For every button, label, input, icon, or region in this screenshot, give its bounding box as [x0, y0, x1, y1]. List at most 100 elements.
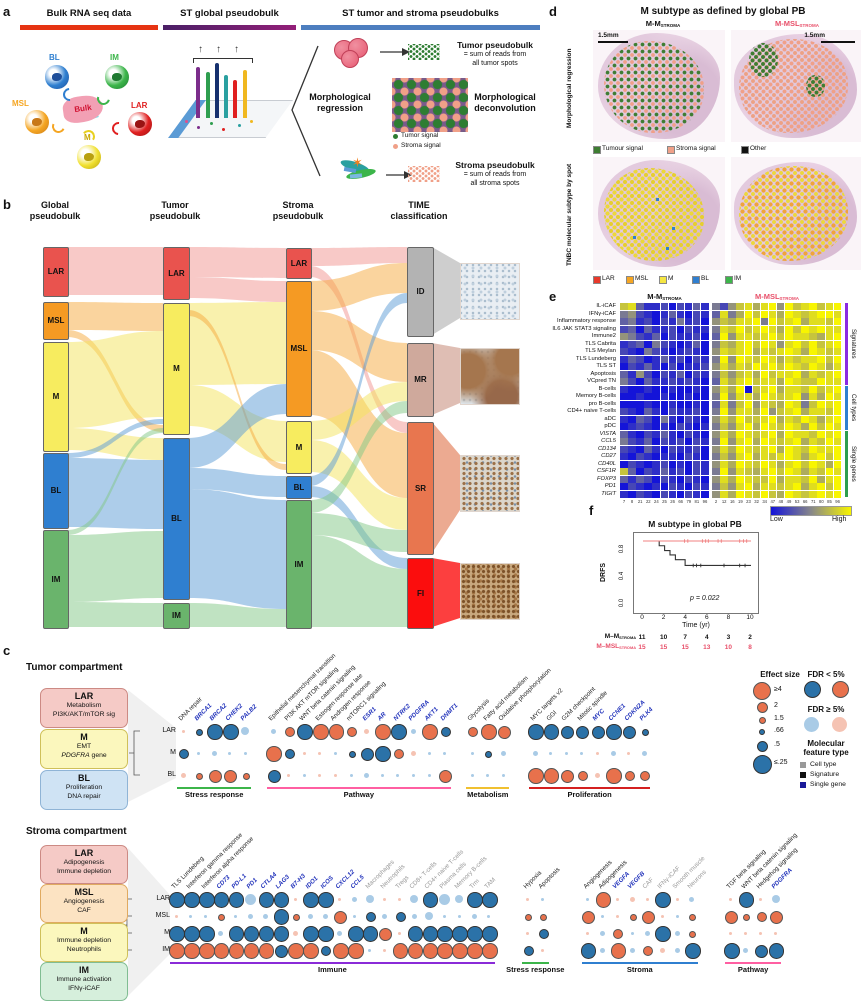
- heatmap-cell: [801, 385, 809, 393]
- bubble: [564, 751, 568, 755]
- heatmap-cell: [644, 363, 652, 370]
- heatmap-cell: [785, 468, 793, 475]
- stroma-box-MSL: MSL Angiogenesis CAF: [40, 884, 128, 923]
- bubble: [501, 773, 505, 777]
- heatmap-cell: [692, 438, 701, 445]
- heatmap-cell: [668, 490, 677, 498]
- bubble: [223, 724, 239, 740]
- heatmap-cell: [776, 408, 785, 415]
- heatmap-cell: [644, 468, 652, 475]
- fdr-ge-circle-pink: [832, 717, 847, 732]
- effect-size-label: ≤.25: [774, 759, 788, 766]
- bubble-col-label: GGI: [544, 709, 558, 723]
- heatmap-cell: [752, 430, 761, 438]
- heatmap-cell: [668, 453, 677, 460]
- heatmap-cell: [728, 408, 736, 415]
- heatmap-cell: [736, 340, 744, 348]
- box-line-seg: EMT: [76, 743, 92, 750]
- heatmap-cell: [744, 393, 753, 400]
- panel-d-title: M subtype as defined by global PB: [640, 6, 806, 17]
- slide-spot: [197, 126, 200, 129]
- heatmap-cell: [684, 378, 693, 385]
- heatmap-cell: [809, 310, 817, 318]
- heatmap-cell: [833, 423, 842, 430]
- heatmap-cell: [736, 408, 744, 415]
- heatmap-cell: [628, 378, 636, 385]
- heatmap-cell: [628, 475, 636, 483]
- heatmap-cell: [744, 453, 753, 460]
- heatmap-cell: [825, 445, 834, 453]
- heatmap-cell: [809, 400, 817, 408]
- cell-MSL: [25, 110, 49, 134]
- bubble: [228, 892, 245, 908]
- d-col-header-mm: M-MSTROMA: [623, 19, 703, 28]
- heatmap-cell: [760, 408, 769, 415]
- heatmap-cell: [736, 483, 744, 490]
- heatmap-cell: [620, 490, 628, 498]
- heatmap-cell: [736, 385, 744, 393]
- heatmap-group-bar: [845, 303, 848, 385]
- heatmap-cell: [668, 340, 677, 348]
- heatmap-cell: [728, 340, 736, 348]
- heatmap-cell: [628, 415, 636, 423]
- heatmap-cell: [817, 453, 825, 460]
- risk-count: 10: [659, 633, 668, 641]
- risk-count: 13: [703, 643, 711, 651]
- heatmap-cell: [676, 445, 685, 453]
- heatmap-cell: [833, 378, 842, 385]
- stroma-blob-chip: [343, 166, 357, 174]
- heatmap-cell: [676, 393, 685, 400]
- bubble-col-label: CCNE1: [607, 702, 628, 723]
- bubble: [307, 913, 313, 919]
- histology-image-id: [460, 263, 520, 320]
- effect-size-circle: [759, 729, 765, 735]
- bubble-group-underline: [466, 787, 510, 789]
- d-signal-label: Other: [750, 145, 767, 152]
- spot-overlay-green-patch: [749, 43, 778, 78]
- header-bar-purple: [163, 25, 296, 30]
- bubble: [600, 930, 605, 936]
- bubble: [468, 727, 479, 737]
- heatmap-cell: [712, 378, 720, 385]
- heatmap-cell: [720, 363, 728, 370]
- bubble: [169, 926, 185, 942]
- morph-deconvolution-label: Morphological deconvolution: [474, 92, 536, 113]
- bubble: [273, 892, 290, 908]
- feature-type-swatch: [800, 772, 806, 778]
- heatmap-cell: [809, 303, 817, 310]
- bubble: [375, 724, 391, 740]
- heatmap-cell: [817, 415, 825, 423]
- heatmap-cell: [676, 490, 685, 498]
- heatmap-cell: [833, 348, 842, 355]
- heatmap-cell: [636, 438, 644, 445]
- heatmap-cell: [620, 408, 628, 415]
- bubble: [267, 769, 281, 783]
- heatmap-cell: [668, 460, 677, 468]
- bubble-col-label: Apoptosis: [537, 866, 562, 891]
- sankey-col-header: Tumor pseudobulk: [149, 200, 201, 221]
- heatmap-cell: [676, 453, 685, 460]
- heatmap-col-number: 32: [754, 499, 759, 504]
- heatmap-cell: [793, 468, 801, 475]
- heatmap-cell: [809, 385, 817, 393]
- feature-type-swatch: [800, 782, 806, 788]
- row-label-tnbc-subtype: TNBC molecular subtype by spot: [566, 163, 573, 267]
- heatmap-cell: [768, 475, 777, 483]
- heatmap-cell: [712, 355, 720, 363]
- heatmap-cell: [712, 363, 720, 370]
- box-line: DNA repair: [41, 793, 127, 800]
- heatmap-cell: [817, 408, 825, 415]
- heatmap-cell: [768, 423, 777, 430]
- bubble: [245, 893, 256, 905]
- bubble: [743, 947, 749, 953]
- bubble: [576, 725, 590, 739]
- sankey-ribbon-LAR: [188, 277, 286, 302]
- heatmap-cell: [676, 318, 685, 325]
- heatmap-cell: [825, 468, 834, 475]
- heatmap-col-number: 81: [694, 499, 700, 504]
- heatmap-cell: [644, 415, 652, 423]
- slide-spot: [250, 120, 253, 123]
- heatmap-cell: [684, 370, 693, 378]
- heatmap-cell: [660, 348, 669, 355]
- bubble: [273, 926, 290, 942]
